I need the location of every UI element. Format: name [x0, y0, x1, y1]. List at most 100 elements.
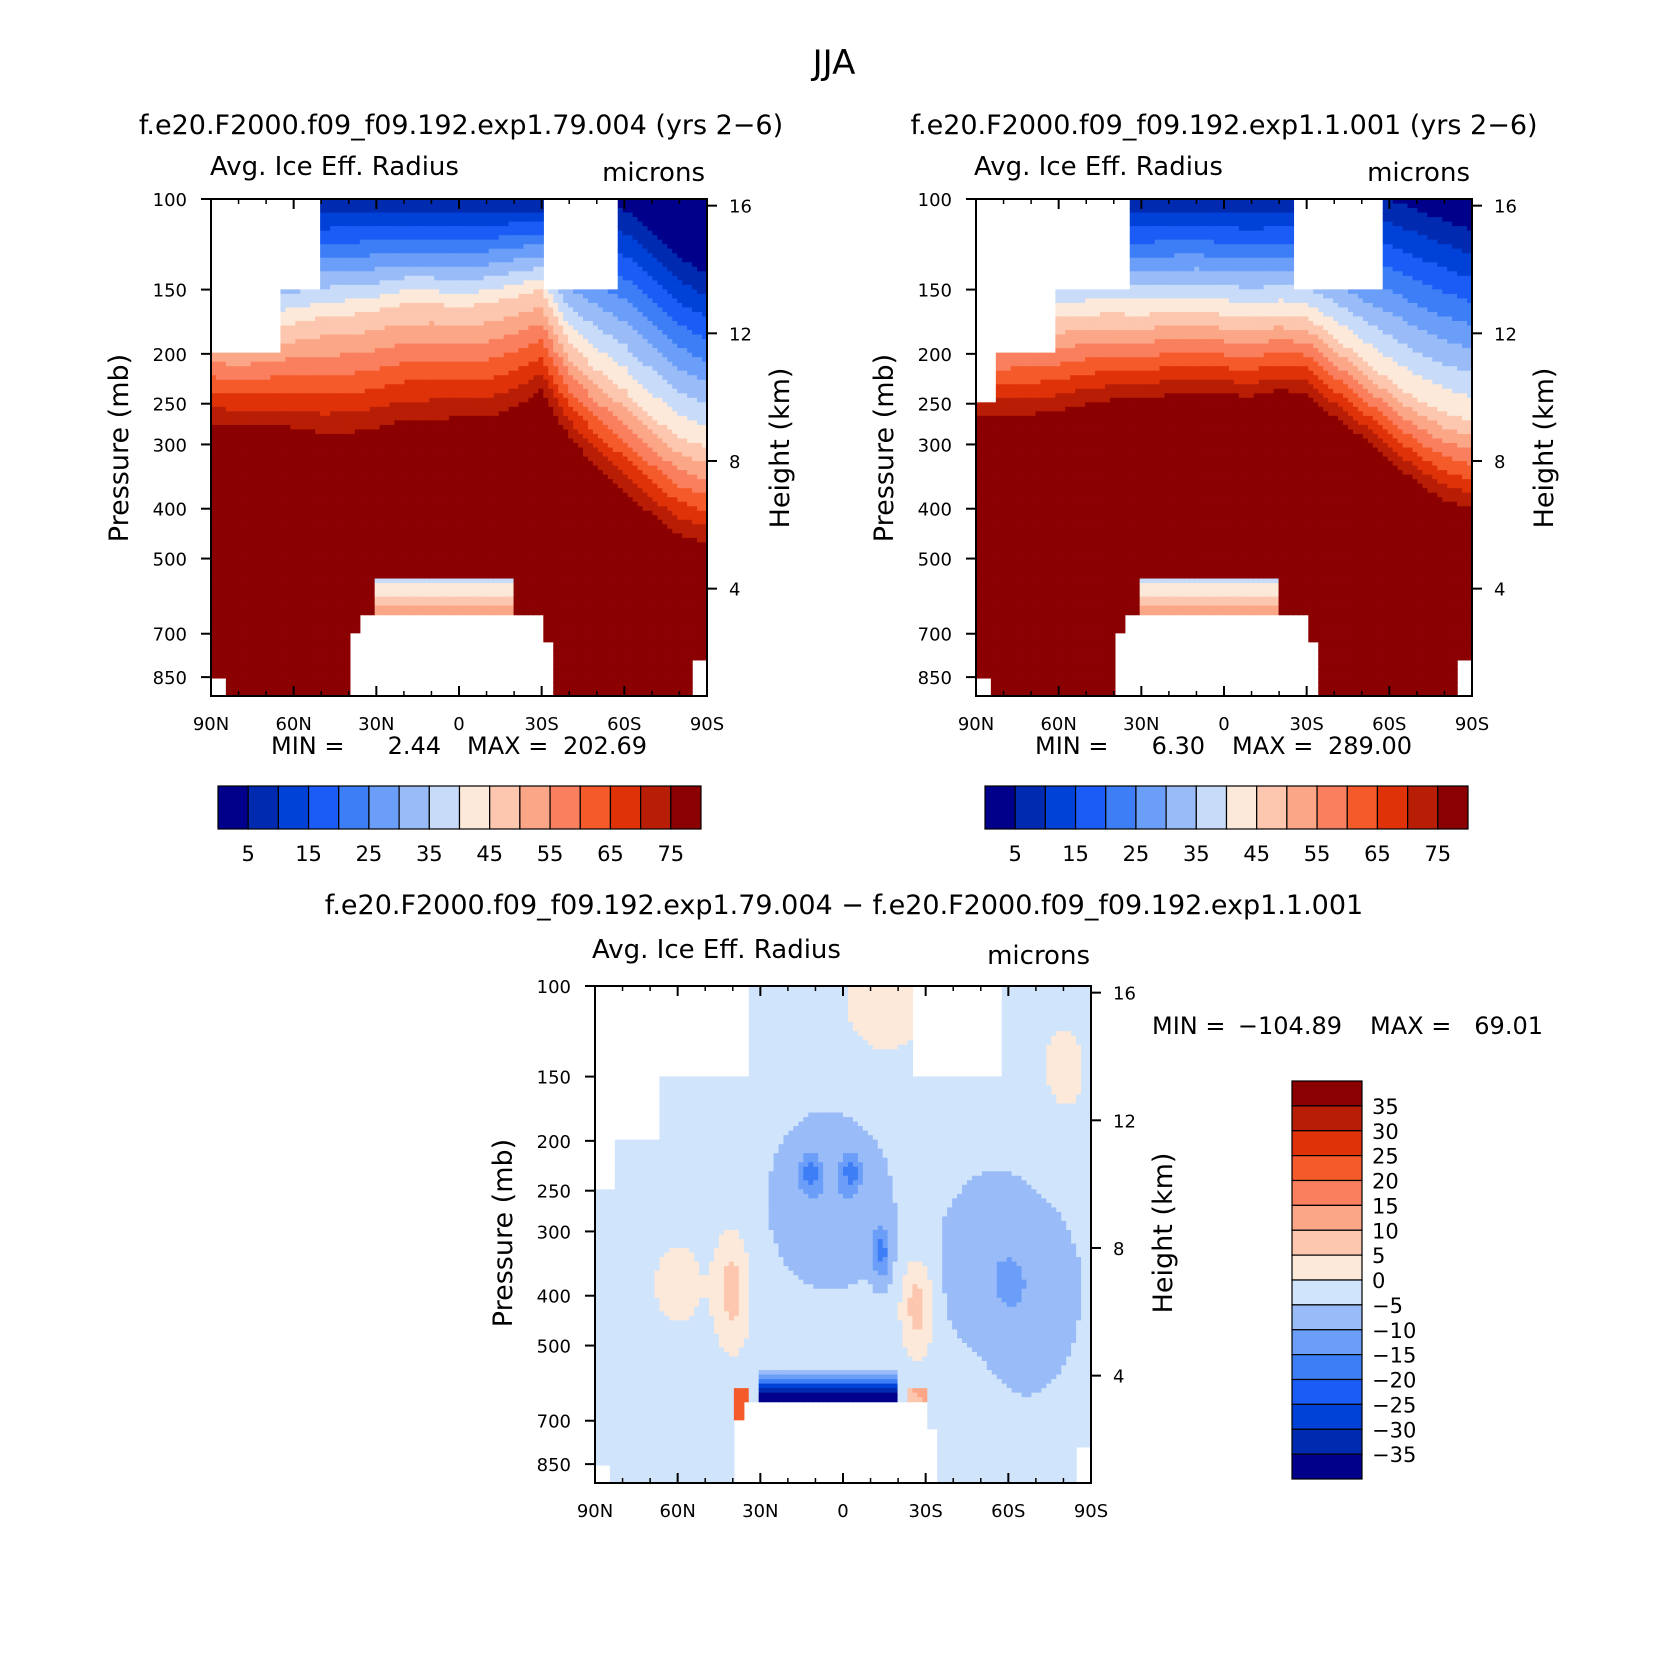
p1-cell	[379, 610, 386, 616]
p1-cell	[354, 348, 361, 354]
p1-cell	[409, 447, 415, 453]
p1-cell	[454, 339, 460, 345]
p1-cell	[305, 659, 311, 665]
p1-cell	[235, 352, 242, 358]
p1-cell	[285, 474, 291, 480]
p1-cell	[315, 501, 321, 507]
p1-cell	[265, 668, 272, 675]
p1-cell	[330, 266, 336, 272]
p1-cell	[325, 614, 331, 620]
p1-cell	[429, 560, 435, 566]
p1-cell	[454, 266, 460, 272]
p1-cell	[260, 424, 267, 431]
p1-cell	[454, 506, 460, 512]
p1-cell	[325, 682, 331, 688]
p1-cell	[339, 343, 346, 349]
p1-cell	[295, 587, 301, 593]
p1-cell	[414, 217, 420, 223]
p1-cell	[230, 686, 237, 693]
p1-cell	[354, 235, 361, 241]
p1-cell	[220, 447, 227, 453]
p1-cell	[285, 429, 291, 435]
p1-cell	[215, 424, 222, 431]
p1-cell	[429, 483, 435, 489]
p1-cell	[414, 420, 420, 426]
p1-cell	[354, 199, 361, 205]
p1-cell	[290, 474, 296, 480]
p1-cell	[245, 357, 252, 363]
p1-cell	[399, 569, 406, 575]
p1-cell	[394, 524, 401, 530]
p1-cell	[225, 614, 232, 620]
p1-cell	[404, 203, 410, 209]
p1-cell	[344, 226, 351, 232]
p1-cell	[364, 488, 371, 494]
p1-cell	[295, 605, 301, 611]
p1-cell	[349, 253, 356, 259]
p1-cell	[305, 528, 311, 534]
p1-cell	[468, 578, 475, 584]
p1-cell	[468, 320, 475, 327]
p1-cell	[215, 474, 222, 480]
p1-cell	[295, 641, 301, 647]
p1-cell	[449, 370, 455, 376]
p1-cell	[280, 357, 286, 363]
p1-cell	[449, 406, 455, 412]
p1-cell	[275, 632, 282, 638]
p1-cell	[379, 379, 386, 385]
p1-cell	[369, 348, 376, 354]
p1-cell	[399, 244, 406, 250]
p1-cell	[404, 271, 410, 277]
p1-cell	[290, 574, 296, 580]
p1-cell	[419, 348, 425, 354]
p1-cell	[449, 601, 455, 607]
p1-cell	[230, 433, 237, 440]
p1-cell	[270, 659, 277, 665]
p1-cell	[280, 465, 286, 471]
p1-cell	[349, 230, 356, 236]
p1-cell	[235, 668, 242, 675]
p1-cell	[285, 420, 291, 426]
p1-cell	[449, 298, 455, 304]
p1-cell	[211, 605, 217, 611]
p1-cell	[414, 546, 420, 553]
p1-cell	[439, 330, 445, 336]
p1-cell	[468, 212, 475, 218]
p1-cell	[320, 483, 326, 489]
p1-cell	[335, 619, 341, 625]
p1-cell	[424, 239, 430, 245]
p1-cell	[384, 366, 391, 372]
p1-cell	[449, 208, 455, 214]
p1-cell	[429, 226, 435, 232]
p1-cell	[349, 352, 356, 358]
p1-cell	[250, 393, 257, 399]
p1-cell	[404, 574, 410, 580]
p1-cell	[300, 465, 306, 471]
p1-cell	[404, 289, 410, 295]
p1-cell	[478, 239, 485, 245]
p1-cell	[364, 411, 371, 417]
p1-cell	[473, 320, 480, 327]
p1-cell	[434, 596, 440, 602]
p1-cell	[320, 339, 326, 345]
p1-cell	[468, 221, 475, 227]
p1-cell	[399, 307, 406, 313]
p1-cell	[454, 311, 460, 318]
p1-cell	[379, 262, 386, 268]
p1-cell	[409, 465, 415, 471]
p1-cell	[344, 537, 351, 543]
p1-cell	[374, 284, 381, 290]
p1-cell	[285, 334, 291, 340]
p1-cell	[330, 506, 336, 512]
p1-cell	[265, 497, 272, 503]
p1-cell	[379, 583, 386, 589]
p1-cell	[225, 438, 232, 444]
p1-cell	[483, 226, 490, 232]
p1-cell	[240, 388, 247, 394]
p1-cell	[449, 569, 455, 575]
p1-cell	[478, 262, 485, 268]
p1-cell	[434, 533, 440, 539]
p1-cell	[349, 442, 356, 449]
p1-cell	[354, 519, 361, 525]
p1-cell	[434, 479, 440, 485]
